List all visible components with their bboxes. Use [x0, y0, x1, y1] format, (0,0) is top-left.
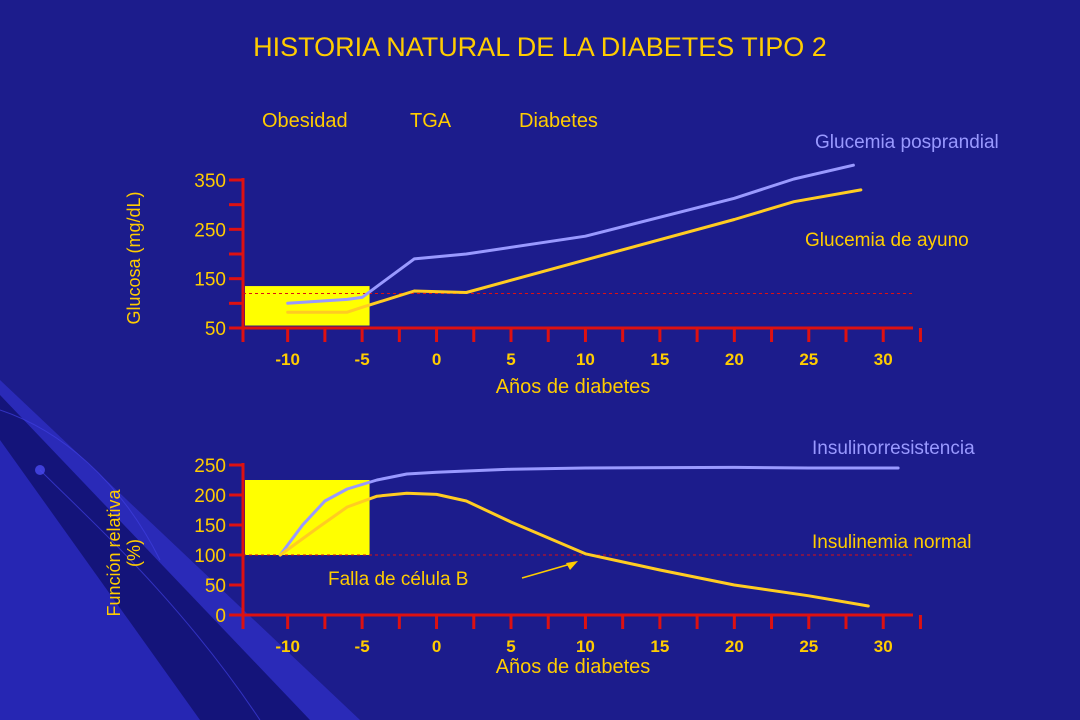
chart1-series-line-1	[286, 163, 855, 305]
chart1-y-tick-label: 150	[194, 270, 226, 291]
chart1-x-tick-label: 10	[576, 350, 595, 369]
chart1-y-tick-label: 250	[194, 220, 226, 241]
chart2-annotation-text: Falla de célula B	[328, 569, 468, 590]
chart2-series-line-1	[278, 465, 900, 557]
chart1-x-tick-label: 30	[874, 350, 893, 369]
legend-glucemia-ayuno: Glucemia de ayuno	[805, 230, 969, 251]
chart2-y-tick-label: 50	[205, 576, 226, 597]
chart2-y-tick-label: 200	[194, 486, 226, 507]
chart1-x-tick-label: 15	[650, 350, 669, 369]
legend-insulinorresistencia: Insulinorresistencia	[812, 438, 975, 459]
slide-title: HISTORIA NATURAL DE LA DIABETES TIPO 2	[253, 32, 827, 62]
chart1-y-tick-label: 350	[194, 171, 226, 192]
chart1-x-tick-label: 0	[432, 350, 441, 369]
chart1-series-line-2	[286, 188, 863, 314]
x-axis-label-bottom: Años de diabetes	[495, 656, 651, 678]
chart2-x-tick-label: 15	[650, 637, 669, 656]
chart1-x-tick-label: 25	[799, 350, 818, 369]
chart1-x-tick-label: -10	[275, 350, 300, 369]
chart2-annotation-arrow-head	[566, 561, 578, 570]
stage-label-obesidad: Obesidad	[262, 110, 348, 132]
chart1-x-tick-label: 20	[725, 350, 744, 369]
chart2-y-tick-label: 250	[194, 456, 226, 477]
chart2-x-tick-label: -5	[355, 637, 370, 656]
chart2-y-tick-label: 0	[215, 606, 226, 627]
chart2-x-tick-label: 30	[874, 637, 893, 656]
chart2-x-tick-label: 10	[576, 637, 595, 656]
chart2-highlight-region	[245, 480, 370, 555]
chart2-x-tick-label: -10	[275, 637, 300, 656]
chart2-annotation-arrow-line	[521, 562, 575, 579]
chart1-x-tick-label: 5	[506, 350, 515, 369]
chart2-x-tick-label: 5	[506, 637, 515, 656]
chart2-series-line-2	[278, 491, 870, 608]
chart2-x-tick-label: 0	[432, 637, 441, 656]
chart2-x-tick-label: 20	[725, 637, 744, 656]
chart2-y-tick-label: 150	[194, 516, 226, 537]
legend-insulinemia-normal: Insulinemia normal	[812, 532, 972, 553]
stage-label-tga: TGA	[410, 110, 452, 132]
stage-label-diabetes: Diabetes	[519, 110, 598, 132]
chart1-y-tick-label: 50	[205, 319, 226, 340]
chart2-y-tick-label: 100	[194, 546, 226, 567]
chart1-x-tick-label: -5	[355, 350, 370, 369]
chart1-highlight-region	[245, 286, 370, 326]
x-axis-label-top: Años de diabetes	[495, 376, 651, 398]
chart2-x-tick-label: 25	[799, 637, 818, 656]
legend-glucemia-posprandial: Glucemia posprandial	[815, 132, 999, 153]
